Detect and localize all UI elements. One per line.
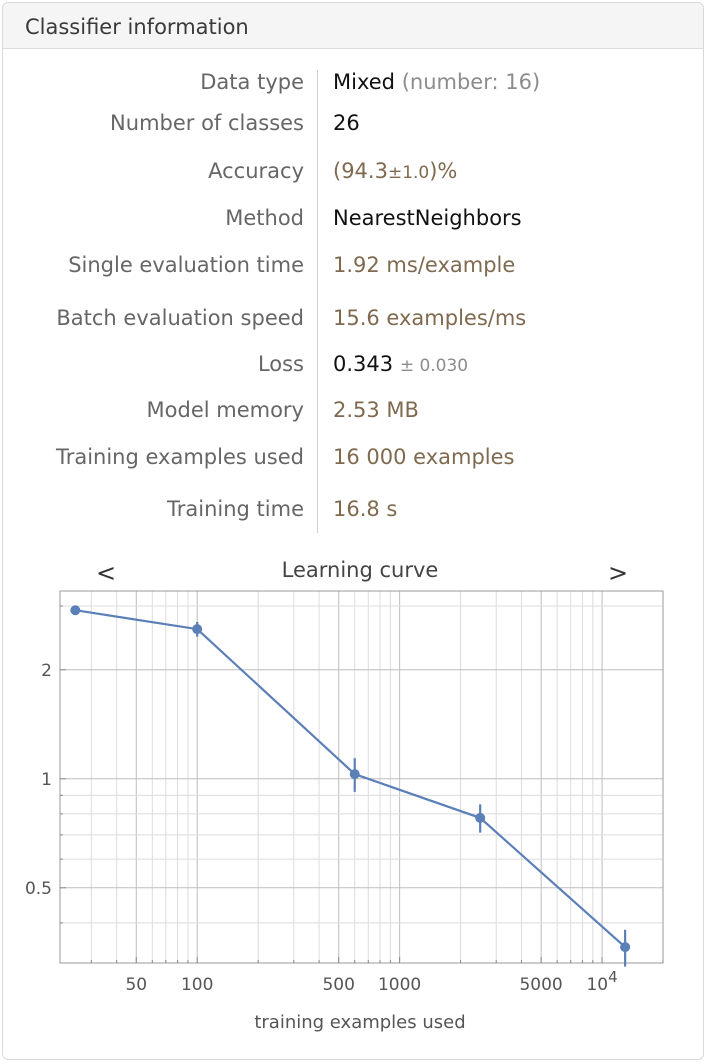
- training-time-value: 16.8 s: [333, 497, 398, 521]
- method-label: Method: [225, 206, 304, 230]
- data-type-value: Mixed (number: 16): [333, 70, 540, 94]
- training-time-label: Training time: [167, 497, 304, 521]
- loss-value: 0.343 ± 0.030: [333, 352, 468, 376]
- data-point: [620, 942, 631, 953]
- row-training-time: Training time 16.8 s: [0, 497, 708, 527]
- accuracy-label: Accuracy: [208, 159, 304, 183]
- chart-series: [70, 605, 631, 967]
- x-axis-label: training examples used: [254, 1012, 465, 1033]
- row-batch-eval: Batch evaluation speed 15.6 examples/ms: [0, 306, 708, 336]
- data-type-detail: (number: 16): [401, 70, 541, 94]
- data-point: [192, 624, 203, 635]
- row-num-classes: Number of classes 26: [0, 111, 708, 141]
- row-data-type: Data type Mixed (number: 16): [0, 70, 708, 100]
- panel-header[interactable]: Classifier information: [3, 3, 703, 49]
- model-memory-value: 2.53 MB: [333, 398, 419, 422]
- x-tick-label: 1000: [378, 975, 421, 995]
- data-type-label: Data type: [200, 70, 304, 94]
- accuracy-close: )%: [429, 159, 458, 183]
- x-tick-label: 500: [322, 975, 354, 995]
- loss-main: 0.343: [333, 352, 394, 376]
- loss-pm: ± 0.030: [399, 356, 469, 376]
- chart-axes: 50 100 500 1000 5000 104 0.5 1 2: [25, 605, 664, 995]
- single-eval-label: Single evaluation time: [68, 253, 304, 277]
- num-classes-label: Number of classes: [110, 111, 304, 135]
- accuracy-value: (94.3±1.0)%: [333, 159, 457, 183]
- loss-label: Loss: [257, 352, 304, 376]
- y-tick-label: 2: [41, 661, 52, 681]
- y-tick-label: 1: [41, 770, 52, 790]
- data-type-main: Mixed: [333, 70, 395, 94]
- chart-next-button[interactable]: >: [608, 559, 628, 587]
- chart-title: Learning curve: [282, 558, 439, 582]
- x-tick-label-exponent: 4: [608, 968, 618, 986]
- batch-eval-label: Batch evaluation speed: [56, 306, 304, 330]
- single-eval-value: 1.92 ms/example: [333, 253, 516, 277]
- row-loss: Loss 0.343 ± 0.030: [0, 352, 708, 382]
- x-tick-label: 50: [125, 975, 147, 995]
- row-single-eval: Single evaluation time 1.92 ms/example: [0, 253, 708, 283]
- data-point: [349, 769, 360, 780]
- x-tick-label: 104: [586, 968, 617, 995]
- info-divider: [317, 70, 318, 533]
- plot-frame: [59, 590, 664, 964]
- training-examples-label: Training examples used: [55, 445, 304, 469]
- row-method: Method NearestNeighbors: [0, 206, 708, 236]
- learning-curve-svg: Learning curve < > 50 100 500 1000 5000 104 0.…: [25, 558, 664, 1033]
- x-tick-label: 100: [181, 975, 213, 995]
- training-examples-value: 16 000 examples: [333, 445, 515, 469]
- y-tick-label: 0.5: [25, 879, 52, 899]
- method-value: NearestNeighbors: [333, 206, 522, 230]
- data-point: [475, 812, 486, 823]
- panel-title: Classifier information: [25, 15, 249, 39]
- chart-prev-button[interactable]: <: [96, 559, 116, 587]
- accuracy-pm: ±1.0: [387, 163, 430, 183]
- num-classes-value: 26: [333, 111, 360, 135]
- row-model-memory: Model memory 2.53 MB: [0, 398, 708, 428]
- data-point: [70, 605, 81, 616]
- model-memory-label: Model memory: [146, 398, 304, 422]
- learning-curve-chart: Learning curve < > 50 100 500 1000 5000 104 0.…: [0, 548, 708, 1048]
- row-training-examples: Training examples used 16 000 examples: [0, 445, 708, 475]
- x-tick-label: 5000: [519, 975, 562, 995]
- batch-eval-value: 15.6 examples/ms: [333, 306, 527, 330]
- accuracy-open: (94.3: [333, 159, 388, 183]
- row-accuracy: Accuracy (94.3±1.0)%: [0, 159, 708, 189]
